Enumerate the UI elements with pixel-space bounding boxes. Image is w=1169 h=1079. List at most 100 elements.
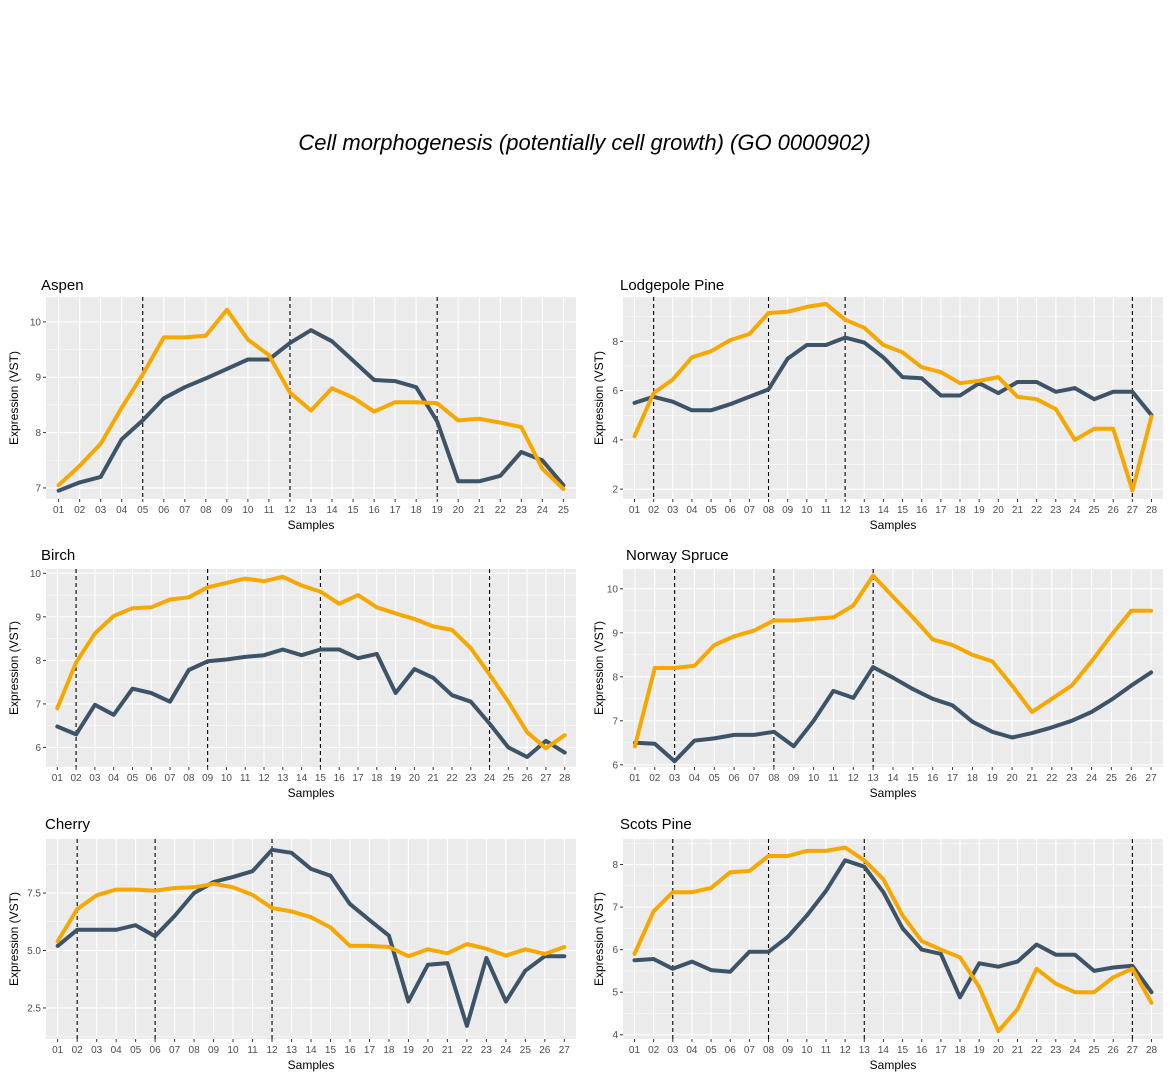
x-tick-label: 08 — [768, 773, 780, 784]
x-tick-label: 19 — [403, 1045, 415, 1056]
x-tick-label: 09 — [202, 773, 214, 784]
x-tick-label: 02 — [648, 505, 660, 516]
y-axis-label: Expression (VST) — [7, 892, 21, 986]
x-tick-label: 02 — [72, 1045, 84, 1056]
x-tick-label: 23 — [465, 773, 477, 784]
series-line-gold — [632, 301, 1154, 493]
x-tick-label: 06 — [725, 505, 737, 516]
x-tick-label: 22 — [1031, 505, 1043, 516]
x-tick-label: 22 — [461, 1045, 473, 1056]
x-tick-label: 21 — [1026, 773, 1038, 784]
y-tick-label: 9 — [612, 628, 618, 639]
x-tick-label: 23 — [516, 505, 528, 516]
x-tick-label: 07 — [169, 1045, 181, 1056]
panel-cherry: 2.5 5.0 7.5 01 02 03 04 05 06 07 08 09 10 11 12 13 14 15 1… — [7, 816, 576, 1072]
x-tick-label: 11 — [821, 505, 832, 516]
panel-aspen: 7 8 9 10 01 02 03 04 05 06 07 08 09 10 11 12 13 14 15 16 17 1… — [7, 277, 576, 532]
y-tick-label: 7 — [35, 699, 41, 710]
x-tick-label: 18 — [967, 773, 979, 784]
x-tick-label: 21 — [1012, 1045, 1024, 1056]
x-tick-label: 16 — [344, 1045, 356, 1056]
x-tick-label: 06 — [158, 505, 170, 516]
x-tick-label: 22 — [446, 773, 458, 784]
x-tick-label: 26 — [1108, 505, 1120, 516]
x-tick-label: 27 — [1146, 773, 1158, 784]
x-tick-label: 12 — [840, 505, 852, 516]
x-tick-label: 16 — [334, 773, 346, 784]
y-tick-label: 7 — [612, 903, 618, 914]
x-tick-label: 20 — [993, 505, 1005, 516]
x-axis-label: Samples — [288, 518, 335, 532]
x-tick-label: 05 — [127, 773, 139, 784]
y-tick-label: 8 — [35, 656, 41, 667]
x-tick-label: 27 — [540, 773, 552, 784]
x-tick-label: 11 — [247, 1045, 258, 1056]
x-tick-label: 10 — [242, 505, 254, 516]
x-tick-label: 03 — [667, 1045, 679, 1056]
x-tick-label: 04 — [111, 1045, 123, 1056]
x-tick-label: 21 — [428, 773, 440, 784]
x-tick-label: 01 — [629, 1045, 641, 1056]
x-tick-label: 24 — [484, 773, 496, 784]
x-tick-label: 24 — [1086, 773, 1098, 784]
x-tick-label: 12 — [848, 773, 860, 784]
x-tick-label: 11 — [821, 1045, 832, 1056]
y-tick-label: 8 — [612, 337, 618, 348]
x-tick-label: 14 — [878, 1045, 890, 1056]
y-tick-label: 7.5 — [27, 889, 41, 900]
x-tick-label: 15 — [897, 1045, 909, 1056]
series-line-slate — [632, 665, 1154, 764]
y-tick-label: 2.5 — [27, 1003, 41, 1014]
x-tick-label: 13 — [859, 505, 871, 516]
x-tick-label: 03 — [669, 773, 681, 784]
series-line-slate — [56, 328, 566, 493]
x-tick-label: 02 — [74, 505, 86, 516]
x-tick-label: 12 — [258, 773, 270, 784]
x-tick-label: 07 — [744, 1045, 756, 1056]
x-tick-label: 02 — [648, 1045, 660, 1056]
x-tick-label: 03 — [91, 1045, 103, 1056]
x-tick-label: 24 — [1069, 505, 1081, 516]
x-tick-label: 12 — [266, 1045, 278, 1056]
x-tick-label: 15 — [348, 505, 360, 516]
x-tick-label: 03 — [667, 505, 679, 516]
x-tick-label: 02 — [649, 773, 661, 784]
x-tick-label: 17 — [364, 1045, 376, 1056]
y-tick-label: 4 — [612, 435, 618, 446]
y-tick-label: 7 — [612, 716, 618, 727]
x-tick-label: 05 — [130, 1045, 142, 1056]
x-tick-label: 09 — [782, 505, 794, 516]
x-tick-label: 23 — [481, 1045, 493, 1056]
x-axis-label: Samples — [870, 786, 917, 800]
x-tick-label: 06 — [150, 1045, 162, 1056]
x-tick-label: 01 — [52, 1045, 64, 1056]
series-line-slate — [632, 335, 1154, 418]
x-tick-label: 18 — [954, 505, 966, 516]
x-tick-label: 02 — [71, 773, 83, 784]
y-tick-label: 2 — [612, 485, 618, 496]
series-line-gold — [632, 845, 1154, 1034]
x-tick-label: 08 — [763, 1045, 775, 1056]
x-tick-label: 06 — [146, 773, 158, 784]
y-tick-label: 6 — [612, 760, 618, 771]
x-tick-label: 23 — [1050, 1045, 1062, 1056]
x-tick-label: 09 — [221, 505, 233, 516]
x-tick-label: 05 — [137, 505, 149, 516]
x-tick-label: 10 — [221, 773, 233, 784]
x-tick-label: 15 — [325, 1045, 337, 1056]
x-tick-label: 03 — [89, 773, 101, 784]
x-tick-label: 15 — [897, 505, 909, 516]
plot-background — [623, 297, 1163, 499]
x-tick-label: 04 — [108, 773, 120, 784]
x-axis-label: Samples — [870, 518, 917, 532]
x-tick-label: 04 — [116, 505, 128, 516]
x-tick-label: 28 — [1146, 1045, 1158, 1056]
x-axis-label: Samples — [870, 1058, 917, 1072]
x-tick-label: 25 — [1106, 773, 1118, 784]
panel-title: Cherry — [45, 816, 91, 833]
x-tick-label: 18 — [383, 1045, 395, 1056]
x-tick-label: 01 — [629, 773, 641, 784]
x-tick-label: 09 — [208, 1045, 220, 1056]
x-tick-label: 26 — [522, 773, 534, 784]
